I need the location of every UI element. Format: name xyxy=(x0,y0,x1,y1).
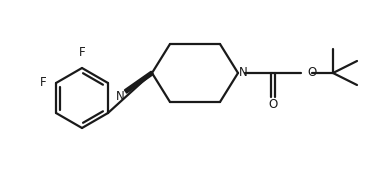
Text: F: F xyxy=(40,76,46,89)
Text: O: O xyxy=(307,66,316,80)
Text: F: F xyxy=(79,46,85,59)
Text: N: N xyxy=(239,66,248,80)
Text: O: O xyxy=(268,98,278,112)
Text: N: N xyxy=(115,90,124,103)
